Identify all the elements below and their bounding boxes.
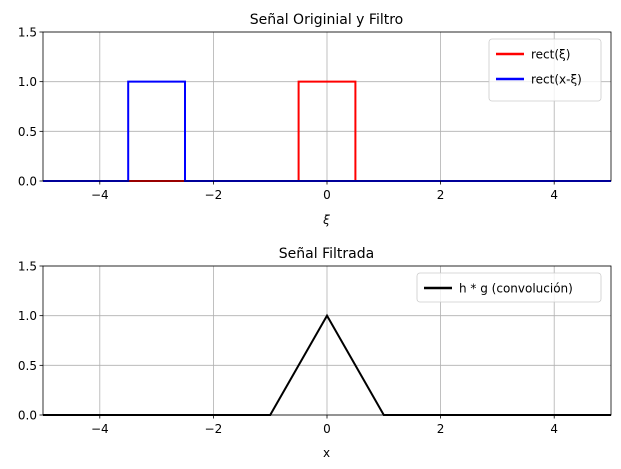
subplot-original-filter: Señal Originial y Filtro −4 −2 0 2 4 0.0 0.5 1.… xyxy=(18,12,612,227)
y-tick-label: 1.5 xyxy=(18,260,37,274)
x-axis-label-top: ξ xyxy=(322,213,330,227)
x-tick-label: 0 xyxy=(323,422,331,436)
legend-entry-label: h * g (convolución) xyxy=(459,282,573,296)
y-tick-label: 1.0 xyxy=(18,309,37,323)
chart-title-top: Señal Originial y Filtro xyxy=(250,12,403,28)
x-axis-label-bottom: x xyxy=(323,446,330,460)
legend-top: rect(ξ) rect(x-ξ) xyxy=(488,38,602,102)
x-tick-label: −4 xyxy=(91,188,109,202)
x-tick-label: −2 xyxy=(205,188,223,202)
x-tick-label: −2 xyxy=(205,422,223,436)
y-tick-label: 0.5 xyxy=(18,359,37,373)
x-tick-label: 2 xyxy=(437,188,445,202)
x-tick-label: −4 xyxy=(91,422,109,436)
x-tick-label: 4 xyxy=(550,188,558,202)
y-tick-label: 0.0 xyxy=(18,409,37,423)
y-tick-label: 1.0 xyxy=(18,75,37,89)
chart-title-bottom: Señal Filtrada xyxy=(279,246,374,262)
legend-bottom: h * g (convolución) xyxy=(416,272,602,303)
x-tick-label: 2 xyxy=(437,422,445,436)
y-tick-label: 0.0 xyxy=(18,175,37,189)
legend-entry-label: rect(ξ) xyxy=(531,48,570,62)
y-tick-label: 0.5 xyxy=(18,125,37,139)
y-tick-label: 1.5 xyxy=(18,26,37,40)
legend-box xyxy=(416,272,602,303)
subplot-filtered-signal: Señal Filtrada −4 −2 0 2 4 0.0 0.5 1.0 1.5 x h *… xyxy=(18,246,612,460)
legend-entry-label: rect(x-ξ) xyxy=(531,73,582,87)
x-tick-label: 0 xyxy=(323,188,331,202)
x-tick-label: 4 xyxy=(550,422,558,436)
